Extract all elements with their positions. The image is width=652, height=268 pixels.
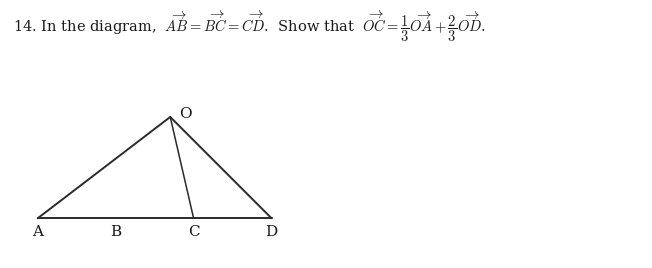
Text: A: A [32,225,43,239]
Text: C: C [188,225,200,239]
Text: B: B [110,225,121,239]
Text: 14. In the diagram,  $\overrightarrow{AB} = \overrightarrow{BC} = \overrightarro: 14. In the diagram, $\overrightarrow{AB}… [13,8,486,44]
Text: O: O [179,107,192,121]
Text: D: D [265,225,278,239]
